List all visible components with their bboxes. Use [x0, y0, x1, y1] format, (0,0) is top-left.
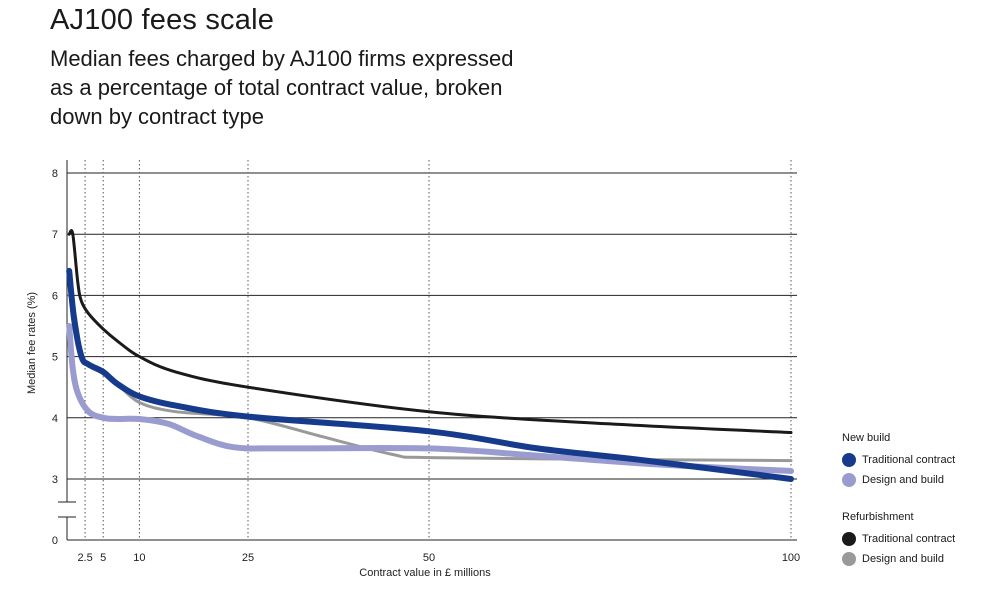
legend-swatch [842, 532, 856, 546]
series-line-refurbishment-traditional [67, 229, 793, 434]
y-tick-label: 6 [52, 290, 58, 302]
legend-swatch [842, 552, 856, 566]
legend-group-title: Refurbishment [842, 511, 914, 523]
legend-new-build: New build Traditional contract Design an… [842, 432, 955, 490]
x-tick-label: 100 [782, 552, 800, 564]
y-tick-label: 3 [52, 474, 58, 486]
series-lines [66, 229, 794, 482]
legend-refurbishment: Refurbishment Traditional contract Desig… [842, 511, 955, 569]
y-tick-label: 8 [52, 168, 58, 180]
series-line-refurbishment-design-and-build [67, 293, 793, 463]
legend-label: Traditional contract [862, 533, 956, 545]
legend-item: Design and build [842, 470, 955, 490]
legend-item: Design and build [842, 549, 955, 569]
chart-subtitle: Median fees charged by AJ100 firms expre… [50, 46, 514, 129]
x-tick-label: 25 [242, 552, 254, 564]
series-line-new-build-traditional [66, 267, 794, 482]
y-tick-label: 5 [52, 352, 58, 364]
y-tick-label: 4 [52, 413, 58, 425]
tick-labels: 0 3 4 5 6 7 8 2.5 5 10 25 50 100 Contract value in £ … [26, 168, 800, 579]
legend-item: Traditional contract [842, 450, 955, 470]
legend-group-title: New build [842, 432, 891, 444]
y-tick-label: 7 [52, 229, 58, 241]
legend-label: Traditional contract [862, 454, 956, 466]
x-tick-label: 10 [133, 552, 145, 564]
x-tick-label: 5 [100, 552, 106, 564]
legend-swatch [842, 453, 856, 467]
legend-label: Design and build [862, 474, 944, 486]
legend-label: Design and build [862, 553, 944, 565]
chart-title: AJ100 fees scale [50, 4, 275, 36]
series-line-new-build-design-and-build [66, 323, 794, 474]
legend-item: Traditional contract [842, 529, 955, 549]
legend-swatch [842, 473, 856, 487]
x-tick-label: 50 [423, 552, 435, 564]
x-tick-label: 2.5 [77, 552, 92, 564]
x-axis-title: Contract value in £ millions [359, 567, 491, 579]
y-axis-title: Median fee rates (%) [26, 292, 38, 394]
axes [58, 160, 797, 541]
grid [67, 160, 797, 540]
y-tick-label: 0 [52, 535, 58, 547]
